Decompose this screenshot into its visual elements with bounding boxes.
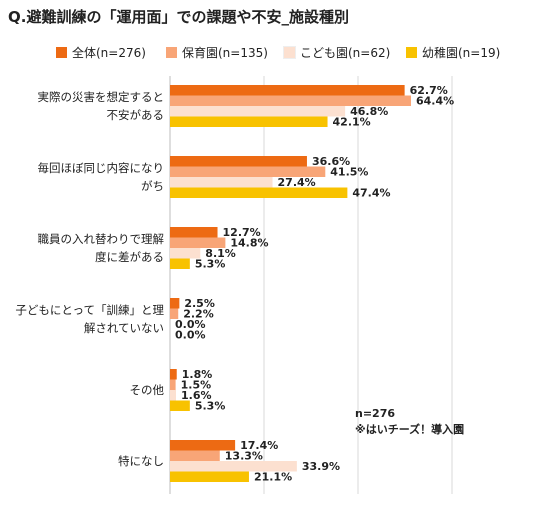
- category-label-line: 毎回ほぼ同じ内容になり: [37, 161, 165, 175]
- bar-nursery: [170, 379, 176, 390]
- bar-certified: [170, 248, 201, 259]
- bar-nursery: [170, 166, 326, 177]
- legend-item-kindergarten: 幼稚園(n=19): [406, 44, 500, 60]
- data-label: 2.2%: [183, 308, 214, 321]
- bar-kindergarten: [170, 400, 190, 411]
- legend-item-nursery: 保育園(n=135): [166, 44, 268, 60]
- data-label: 1.5%: [181, 379, 212, 392]
- data-label: 62.7%: [410, 84, 448, 97]
- legend-label-nursery: 保育園(n=135): [182, 45, 268, 60]
- bar-kindergarten: [170, 258, 190, 269]
- category-label: 子どもにとって「訓練」と理解されていない: [4, 301, 164, 337]
- category-label-line: 実際の災害を想定すると: [37, 90, 165, 104]
- bar-nursery: [170, 237, 226, 248]
- bar-certified: [170, 461, 297, 472]
- data-label: 27.4%: [278, 176, 316, 189]
- data-label: 1.6%: [181, 389, 212, 402]
- legend-swatch-all: [56, 46, 67, 58]
- category-label: 毎回ほぼ同じ内容になりがち: [4, 159, 165, 195]
- category-label-line: がち: [141, 179, 164, 193]
- legend-swatch-kindergarten: [406, 46, 417, 58]
- data-label: 2.5%: [184, 297, 215, 310]
- data-label: 64.4%: [416, 95, 454, 108]
- category-label: 実際の災害を想定すると不安がある: [4, 88, 165, 124]
- data-label: 47.4%: [352, 187, 390, 200]
- bar-all: [170, 85, 405, 96]
- legend-label-kindergarten: 幼稚園(n=19): [422, 45, 501, 60]
- legend-item-all: 全体(n=276): [56, 44, 146, 60]
- category-label-line: 職員の入れ替わりで理解: [37, 232, 165, 246]
- source-note: ※はいチーズ！導入園: [355, 423, 465, 436]
- bar-certified: [170, 177, 273, 188]
- category-label: その他: [4, 381, 165, 399]
- data-label: 12.7%: [223, 226, 261, 239]
- bar-nursery: [170, 308, 179, 319]
- data-label: 17.4%: [240, 439, 278, 452]
- data-label: 5.3%: [195, 258, 226, 271]
- data-label: 8.1%: [205, 247, 236, 260]
- bar-certified: [170, 106, 346, 117]
- data-label: 46.8%: [350, 105, 388, 118]
- category-label: 職員の入れ替わりで理解度に差がある: [4, 230, 165, 266]
- category-label-line: 解されていない: [83, 321, 164, 335]
- sample-size-note: n=276: [355, 407, 396, 420]
- data-label: 36.6%: [312, 155, 350, 168]
- data-label: 0.0%: [175, 329, 206, 342]
- legend: 全体(n=276) 保育園(n=135) こども園(n=62) 幼稚園(n=19…: [56, 44, 526, 60]
- bar-all: [170, 369, 177, 380]
- data-label: 13.3%: [225, 450, 263, 463]
- bar-nursery: [170, 95, 411, 106]
- data-label: 5.3%: [195, 400, 226, 413]
- category-label: 特になし: [4, 452, 164, 470]
- bar-all: [170, 298, 180, 309]
- data-label: 1.8%: [182, 368, 213, 381]
- data-label: 41.5%: [330, 166, 368, 179]
- bar-all: [170, 440, 236, 451]
- bar-all: [170, 156, 307, 167]
- sample-note: n=276 ※はいチーズ！導入園: [355, 406, 464, 438]
- category-label-line: 不安がある: [106, 108, 165, 122]
- legend-swatch-nursery: [166, 46, 177, 58]
- bar-certified: [170, 390, 176, 401]
- bar-kindergarten: [170, 471, 249, 482]
- data-label: 14.8%: [230, 237, 268, 250]
- bar-all: [170, 227, 218, 238]
- data-label: 42.1%: [333, 116, 371, 129]
- legend-swatch-certified: [283, 45, 296, 59]
- category-label-line: 度に差がある: [95, 250, 164, 264]
- category-label-line: その他: [129, 383, 165, 397]
- legend-item-certified: こども園(n=62): [283, 44, 391, 60]
- data-label: 21.1%: [254, 471, 292, 484]
- chart-title: Q.避難訓練の「運用面」での課題や不安_施設種別: [8, 8, 349, 26]
- legend-label-all: 全体(n=276): [72, 45, 146, 60]
- bar-kindergarten: [170, 116, 328, 127]
- category-label-line: 子どもにとって「訓練」と理: [15, 303, 164, 317]
- data-label: 33.9%: [302, 460, 340, 473]
- bar-nursery: [170, 450, 220, 461]
- category-label-line: 特になし: [118, 454, 164, 468]
- bar-kindergarten: [170, 187, 348, 198]
- legend-label-certified: こども園(n=62): [300, 45, 391, 60]
- data-label: 0.0%: [175, 318, 206, 331]
